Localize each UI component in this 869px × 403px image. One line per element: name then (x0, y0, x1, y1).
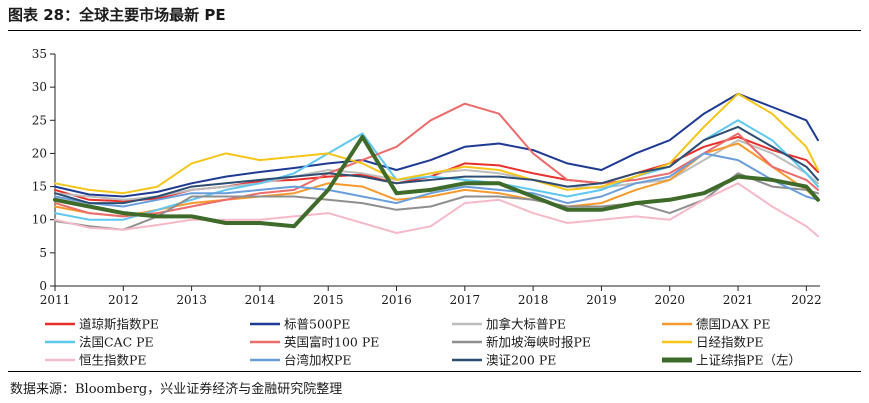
chart-axes: 0 5 10 15 20 25 30 35 2011 2012 2013 2014 2015 2016 20… (32, 47, 822, 307)
legend-label-10: 台湾加权PE (284, 353, 352, 368)
y-tick-label: 20 (32, 146, 47, 160)
x-tick-label: 2011 (40, 293, 71, 307)
source-note: 数据来源：Bloomberg，兴业证券经济与金融研究院整理 (10, 382, 343, 397)
x-tick-label: 2012 (108, 293, 139, 307)
chart-legend: 道琼斯指数PE 标普500PE 加拿大标普PE 德国DAX PE 法国CAC PE 英国富… (45, 317, 801, 368)
legend-label-8: 日经指数PE (696, 335, 764, 350)
legend-label-7: 新加坡海峡时报PE (486, 335, 591, 350)
y-tick-label: 5 (39, 246, 47, 260)
legend-label-6: 英国富时100 PE (284, 335, 379, 350)
legend-label-4: 德国DAX PE (696, 317, 770, 332)
series-line-7 (54, 172, 819, 231)
series-line-8 (54, 92, 819, 195)
legend-label-1: 道琼斯指数PE (79, 317, 159, 332)
legend-label-11: 澳证200 PE (486, 353, 556, 368)
series-line-3 (54, 139, 819, 201)
series-line-10 (54, 152, 819, 208)
x-tick-label: 2016 (381, 293, 412, 307)
series-line-6 (54, 102, 819, 218)
chart-plot-area (53, 92, 820, 238)
figure-title: 图表 28：全球主要市场最新 PE (8, 6, 226, 24)
x-tick-label: 2022 (791, 293, 822, 307)
x-tick-label: 2018 (518, 293, 549, 307)
y-tick-label: 15 (32, 180, 47, 194)
legend-label-9: 恒生指数PE (79, 353, 147, 368)
x-tick-label: 2015 (313, 293, 344, 307)
series-line-12 (53, 134, 820, 229)
legend-label-5: 法国CAC PE (79, 335, 154, 350)
series-line-11 (54, 125, 819, 205)
title-divider (8, 30, 861, 31)
series-line-9 (54, 182, 819, 238)
y-tick-label: 25 (32, 113, 47, 127)
line-chart: 0 5 10 15 20 25 30 35 2011 2012 2013 2014 2015 2016 20… (32, 47, 822, 368)
x-tick-label: 2014 (245, 293, 276, 307)
x-tick-label: 2021 (723, 293, 754, 307)
source-divider (8, 371, 861, 372)
legend-label-2: 标普500PE (284, 317, 350, 332)
series-line-2 (54, 92, 819, 198)
x-tick-label: 2019 (586, 293, 617, 307)
x-tick-label: 2013 (176, 293, 207, 307)
legend-label-12: 上证综指PE（左） (696, 353, 801, 368)
y-tick-label: 10 (32, 213, 47, 227)
legend-label-3: 加拿大标普PE (486, 317, 566, 332)
series-line-4 (54, 142, 819, 218)
x-tick-label: 2020 (654, 293, 685, 307)
y-tick-label: 35 (32, 47, 47, 61)
y-tick-label: 0 (39, 279, 47, 293)
x-tick-label: 2017 (450, 293, 481, 307)
y-tick-label: 30 (32, 80, 47, 94)
